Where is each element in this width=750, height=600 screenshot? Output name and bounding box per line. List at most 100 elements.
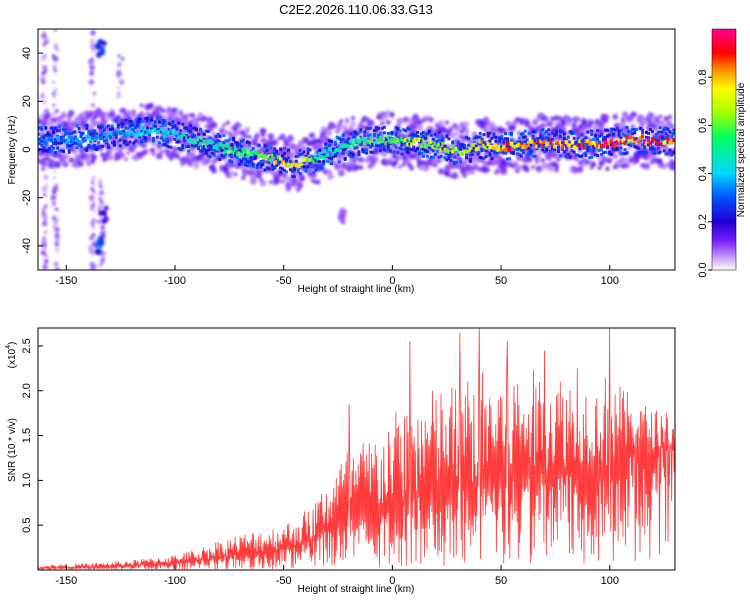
spectrogram-blob-dot bbox=[101, 40, 107, 47]
spectrogram-ridge-mid bbox=[177, 140, 181, 144]
spectrogram-streak-dot bbox=[54, 267, 60, 270]
spectrogram-ridge-halo bbox=[419, 166, 424, 171]
spectrogram-ridge-halo bbox=[302, 145, 307, 150]
spectrogram-ridge-core bbox=[515, 143, 519, 148]
spectrogram-ridge-mid bbox=[494, 151, 498, 155]
spectrogram-ridge-halo bbox=[185, 154, 192, 161]
spectrogram-ridge-mid bbox=[255, 155, 259, 159]
spectrogram-ridge-core bbox=[257, 153, 261, 158]
spectrogram-ridge-mid bbox=[245, 164, 249, 168]
spectrogram-streak-dot bbox=[90, 187, 95, 191]
spectrogram-ridge-core bbox=[511, 143, 516, 148]
spectrogram-ridge-halo bbox=[553, 115, 560, 121]
spectrogram-ridge-mid bbox=[463, 146, 467, 150]
spectrogram-ridge-halo bbox=[311, 179, 316, 184]
spectrogram-ridge-mid bbox=[500, 145, 504, 149]
spectrogram-ridge-core bbox=[562, 142, 566, 147]
spectrogram-ridge-core bbox=[214, 144, 218, 149]
spectrogram-ridge-mid bbox=[279, 147, 283, 151]
spectrogram-ridge-mid bbox=[157, 141, 161, 145]
spectrogram-ridge-mid bbox=[202, 144, 206, 148]
spectrogram-ridge-core bbox=[343, 143, 347, 148]
spectrogram-ridge-mid bbox=[601, 151, 605, 155]
spectrogram-ridge-mid bbox=[230, 155, 234, 159]
spectrogram-ridge-mid bbox=[459, 143, 463, 147]
spectrogram-x-tick-label: 100 bbox=[601, 275, 619, 287]
spectrogram-ridge-mid bbox=[161, 143, 165, 147]
spectrogram-ridge-mid bbox=[480, 147, 484, 151]
spectrogram-ridge-core bbox=[275, 160, 279, 165]
spectrogram-ridge-core bbox=[556, 141, 561, 146]
spectrogram-ridge-mid bbox=[318, 160, 322, 164]
spectrogram-ridge-halo bbox=[500, 165, 507, 173]
spectrogram-ridge-mid bbox=[89, 140, 93, 144]
spectrogram-ridge-mid bbox=[400, 141, 404, 145]
spectrogram-ridge-mid bbox=[50, 149, 54, 153]
spectrogram-ridge-mid bbox=[210, 144, 214, 148]
spectrogram-ridge-mid bbox=[146, 119, 150, 123]
spectrogram-ridge-mid bbox=[515, 152, 519, 156]
spectrogram-ridge-mid bbox=[335, 135, 339, 139]
spectrogram-ridge-mid bbox=[236, 142, 240, 146]
spectrogram-streak-dot bbox=[42, 30, 47, 35]
spectrogram-ridge-core bbox=[126, 131, 130, 136]
spectrogram-ridge-halo bbox=[512, 161, 519, 167]
spectrogram-ridge-mid bbox=[167, 145, 171, 149]
spectrogram-ridge-mid bbox=[206, 154, 210, 158]
spectrogram-ridge-mid bbox=[400, 147, 404, 151]
spectrogram-ridge-mid bbox=[351, 152, 355, 156]
spectrogram-streak-dot bbox=[53, 63, 57, 67]
spectrogram-ridge-mid bbox=[648, 128, 652, 132]
spectrogram-ridge-halo bbox=[627, 114, 635, 122]
spectrogram-ridge-mid bbox=[392, 142, 396, 146]
spectrogram-ridge-mid bbox=[625, 125, 629, 129]
spectrogram-ridge-mid bbox=[56, 129, 60, 133]
spectrogram-ridge-mid bbox=[578, 155, 582, 159]
spectrogram-ridge-mid bbox=[253, 155, 257, 159]
snr-y-tick-label: 2.0 bbox=[21, 383, 33, 398]
spectrogram-ridge-halo bbox=[67, 118, 72, 123]
spectrogram-ridge-mid bbox=[63, 129, 67, 133]
spectrogram-ridge-core bbox=[120, 129, 124, 134]
colorbar-gradient bbox=[711, 28, 737, 271]
spectrogram-ridge-halo bbox=[256, 173, 262, 179]
spectrogram-x-tick-label: -150 bbox=[55, 275, 77, 287]
spectrogram-ridge-mid bbox=[283, 147, 287, 151]
spectrogram-blob-dot bbox=[97, 245, 102, 250]
spectrogram-ridge-halo bbox=[337, 169, 345, 177]
spectrogram-ridge-core bbox=[57, 136, 62, 141]
spectrogram-ridge-mid bbox=[302, 160, 306, 164]
spectrogram-ridge-core bbox=[234, 146, 238, 151]
spectrogram-ridge-core bbox=[351, 143, 355, 148]
snr-panel: -150 -100 -50 0 50 100 0.51.01.52.02.5 Height… bbox=[5, 327, 676, 595]
spectrogram-ridge-halo bbox=[630, 123, 636, 129]
spectrogram-ridge-mid bbox=[625, 139, 629, 143]
spectrogram-ridge-mid bbox=[637, 146, 641, 150]
spectrogram-ridge-mid bbox=[243, 153, 247, 157]
spectrogram-ridge-core bbox=[374, 140, 379, 145]
spectrogram-ridge-mid bbox=[67, 148, 71, 152]
spectrogram-ridge-core bbox=[300, 162, 304, 167]
spectrogram-ridge-mid bbox=[91, 132, 95, 136]
spectrogram-ridge-mid bbox=[668, 148, 672, 152]
spectrogram-ridge-mid bbox=[185, 126, 189, 130]
spectrogram-ridge-core bbox=[241, 147, 246, 152]
spectrogram-ridge-halo bbox=[544, 117, 550, 122]
spectrogram-ridge-mid bbox=[310, 160, 314, 164]
spectrogram-ridge-mid bbox=[658, 142, 662, 146]
spectrogram-ridge-mid bbox=[421, 154, 425, 158]
spectrogram-ridge-core bbox=[462, 149, 467, 154]
spectrogram-x-label: Height of straight line (km) bbox=[298, 284, 415, 295]
spectrogram-ridge-mid bbox=[326, 146, 330, 150]
spectrogram-ridge-mid bbox=[42, 149, 46, 153]
spectrogram-ridge-mid bbox=[480, 156, 484, 160]
spectrogram-ridge-halo bbox=[389, 112, 395, 117]
spectrogram-ridge-mid bbox=[556, 145, 560, 149]
spectrogram-ridge-mid bbox=[208, 147, 212, 151]
spectrogram-ridge-mid bbox=[79, 145, 83, 149]
spectrogram-streak-dot bbox=[39, 76, 46, 82]
spectrogram-streak-dot bbox=[54, 207, 59, 212]
spectrogram-ridge-halo bbox=[650, 113, 655, 118]
spectrogram-ridge-mid bbox=[316, 159, 320, 163]
spectrogram-ridge-mid bbox=[245, 140, 249, 144]
